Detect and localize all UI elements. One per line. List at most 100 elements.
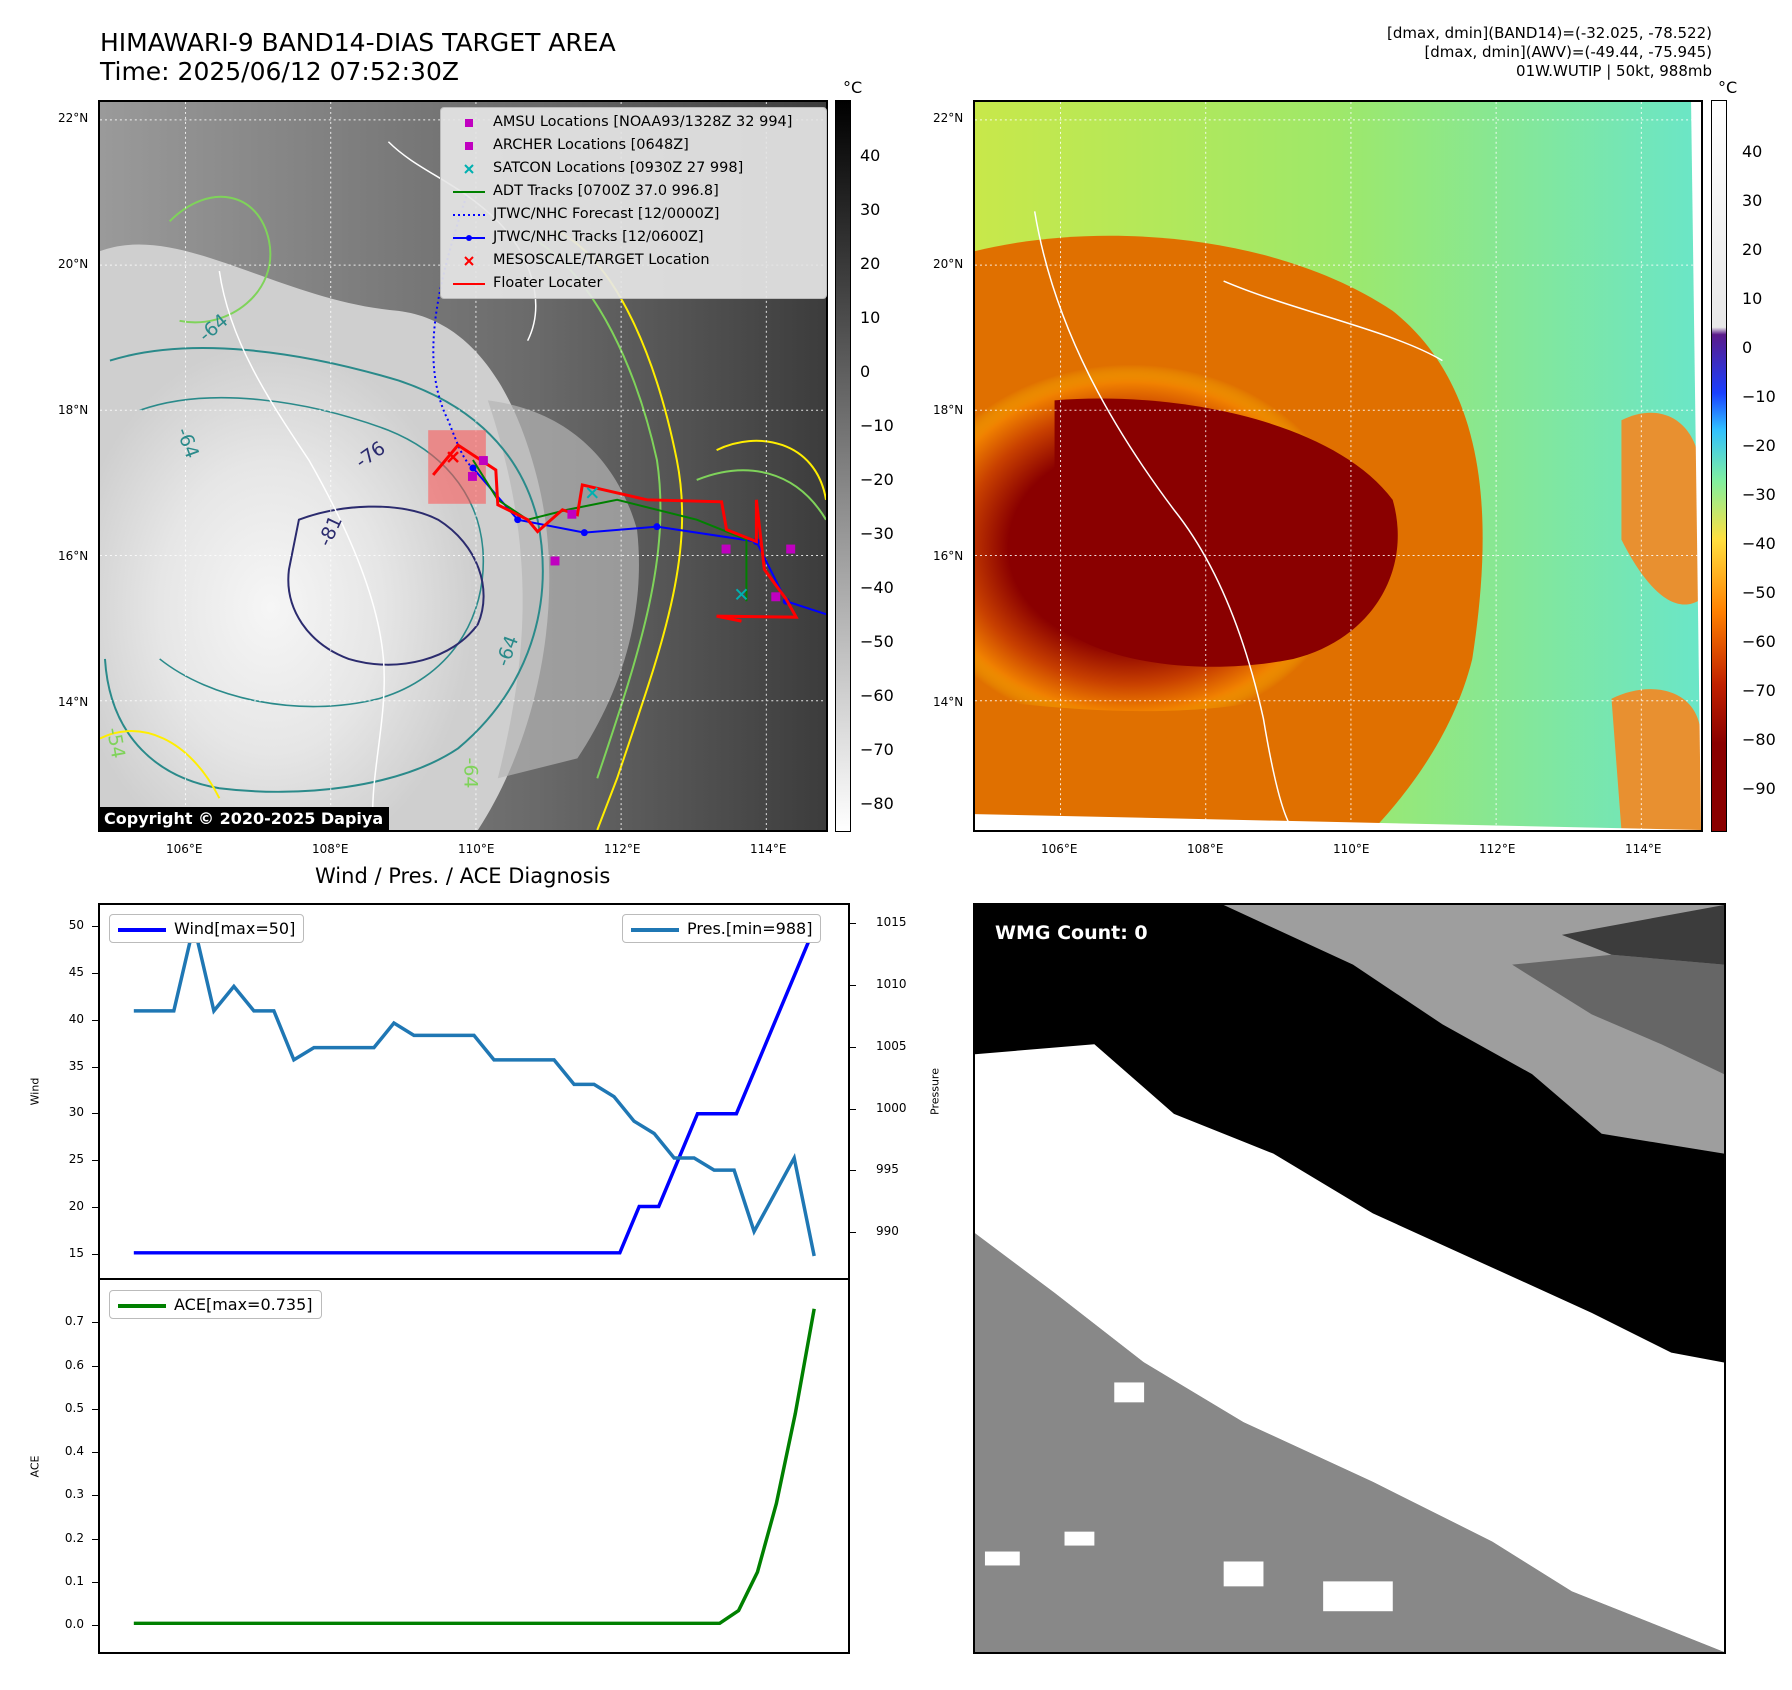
wmg-count-label: WMG Count: 0	[995, 922, 1148, 944]
colorbar-tick-label: 10	[1742, 289, 1763, 308]
pressure-axis-tick-mark	[850, 1046, 856, 1048]
wind-axis-tick-mark	[92, 1113, 98, 1115]
lat-label: 14°N	[58, 695, 89, 709]
pressure-axis-tick: 990	[876, 1224, 899, 1239]
colorbar-tick-label: −50	[860, 632, 894, 651]
info-storm: 01W.WUTIP | 50kt, 988mb	[1516, 62, 1712, 80]
figure-title: HIMAWARI-9 BAND14-DIAS TARGET AREA	[100, 28, 616, 57]
lon-label: 106°E	[1041, 842, 1078, 856]
lat-label: 14°N	[933, 695, 964, 709]
colorbar-tick-label: −30	[860, 524, 894, 543]
pressure-legend: Pres.[min=988]	[622, 914, 822, 943]
legend-item: JTWC/NHC Tracks [12/0600Z]	[441, 227, 826, 249]
colorbar-tick-label: 20	[860, 254, 881, 273]
lat-label: 22°N	[58, 111, 89, 125]
colorbar-tick-label: −30	[1742, 485, 1776, 504]
colorbar-tick-label: 20	[1742, 240, 1763, 259]
colorbar-tick-label: −10	[860, 416, 894, 435]
lat-label: 20°N	[933, 257, 964, 271]
pressure-axis-tick-mark	[850, 1232, 856, 1234]
pressure-axis-tick-mark	[850, 984, 856, 986]
wind-axis-tick: 45	[68, 965, 84, 980]
legend-item: SATCON Locations [0930Z 27 998]	[441, 158, 826, 180]
legend-item: JTWC/NHC Forecast [12/0000Z]	[441, 204, 826, 226]
legend-label: Floater Locater	[493, 275, 603, 291]
legend-item: AMSU Locations [NOAA93/1328Z 32 994]	[441, 112, 826, 134]
ace-axis-tick: 0.6	[64, 1357, 84, 1372]
pressure-axis-tick-mark	[850, 1170, 856, 1172]
wind-axis-tick: 15	[68, 1245, 84, 1260]
colorbar-tick-label: 10	[860, 308, 881, 327]
wind-axis-tick-mark	[92, 1253, 98, 1255]
ace-panel	[98, 1278, 850, 1654]
legend-symbol	[453, 137, 485, 155]
pressure-axis-tick-mark	[850, 923, 856, 925]
colorbar-tick-label: −70	[860, 740, 894, 759]
wind-legend-label: Wind[max=50]	[174, 919, 296, 938]
lon-label: 110°E	[1333, 842, 1370, 856]
lon-label: 108°E	[312, 842, 349, 856]
wind-series-line	[133, 927, 816, 1255]
ace-axis-tick: 0.0	[64, 1617, 84, 1632]
lat-label: 20°N	[58, 257, 89, 271]
colorbar-tick-label: −80	[860, 794, 894, 813]
legend-label: JTWC/NHC Tracks [12/0600Z]	[493, 229, 704, 245]
pressure-legend-label: Pres.[min=988]	[687, 919, 813, 938]
legend-label: MESOSCALE/TARGET Location	[493, 252, 710, 268]
colorbar-right	[1711, 100, 1727, 832]
copyright-label: Copyright © 2020-2025 Dapiya	[98, 807, 390, 830]
contour-label: -64	[459, 757, 482, 789]
pressure-axis-tick: 1000	[876, 1100, 907, 1115]
lat-label: 16°N	[933, 549, 964, 563]
lon-label: 114°E	[750, 842, 787, 856]
legend-label: AMSU Locations [NOAA93/1328Z 32 994]	[493, 114, 793, 130]
lon-label: 114°E	[1625, 842, 1662, 856]
diagnosis-title: Wind / Pres. / ACE Diagnosis	[315, 864, 611, 888]
legend-symbol	[453, 160, 485, 178]
colorbar-tick-label: −80	[1742, 730, 1776, 749]
lon-label: 108°E	[1187, 842, 1224, 856]
wmg-image	[975, 905, 1724, 1652]
wind-axis-tick-mark	[92, 973, 98, 975]
wind-legend: Wind[max=50]	[109, 914, 305, 943]
colorbar-tick-label: −60	[860, 686, 894, 705]
wind-axis-tick: 30	[68, 1105, 84, 1120]
legend-item: ADT Tracks [0700Z 37.0 996.8]	[441, 181, 826, 203]
wind-legend-line	[118, 927, 166, 932]
colorbar-tick-label: −20	[860, 470, 894, 489]
wind-axis-tick-mark	[92, 926, 98, 928]
colorbar-left-unit: °C	[843, 78, 863, 97]
wmg-panel	[973, 903, 1726, 1654]
wind-axis-tick: 25	[68, 1152, 84, 1167]
colorbar-tick-label: 30	[1742, 191, 1763, 210]
pressure-axis-tick-mark	[850, 1108, 856, 1110]
ace-axis-tick-mark	[92, 1408, 98, 1410]
ace-legend-line	[118, 1303, 166, 1308]
wind-axis-tick-mark	[92, 1206, 98, 1208]
wind-axis-label: Wind	[28, 1077, 42, 1106]
map-legend: AMSU Locations [NOAA93/1328Z 32 994] ARCH…	[440, 107, 827, 299]
ace-axis-tick-mark	[92, 1452, 98, 1454]
colorbar-tick-label: −90	[1742, 779, 1776, 798]
ace-axis-tick: 0.3	[64, 1487, 84, 1502]
colorbar-tick-label: 0	[1742, 338, 1753, 357]
legend-label: SATCON Locations [0930Z 27 998]	[493, 160, 744, 176]
info-band14: [dmax, dmin](BAND14)=(-32.025, -78.522)	[1387, 24, 1712, 42]
legend-symbol	[453, 206, 485, 224]
ace-axis-tick: 0.4	[64, 1444, 84, 1459]
wind-pressure-chart	[133, 924, 816, 1257]
colorbar-tick-label: −10	[1742, 387, 1776, 406]
pressure-axis-tick: 1010	[876, 976, 907, 991]
ace-legend: ACE[max=0.735]	[109, 1290, 322, 1319]
lon-label: 112°E	[1479, 842, 1516, 856]
wind-pressure-panel	[98, 903, 850, 1279]
colorbar-tick-label: −50	[1742, 583, 1776, 602]
wind-axis-tick-mark	[92, 1066, 98, 1068]
wind-axis-tick: 35	[68, 1058, 84, 1073]
colorbar-left	[835, 100, 851, 832]
awv-map-panel	[973, 100, 1703, 832]
legend-label: ARCHER Locations [0648Z]	[493, 137, 689, 153]
ace-axis-tick: 0.1	[64, 1573, 84, 1588]
ace-series-line	[133, 1308, 816, 1626]
lon-label: 110°E	[458, 842, 495, 856]
